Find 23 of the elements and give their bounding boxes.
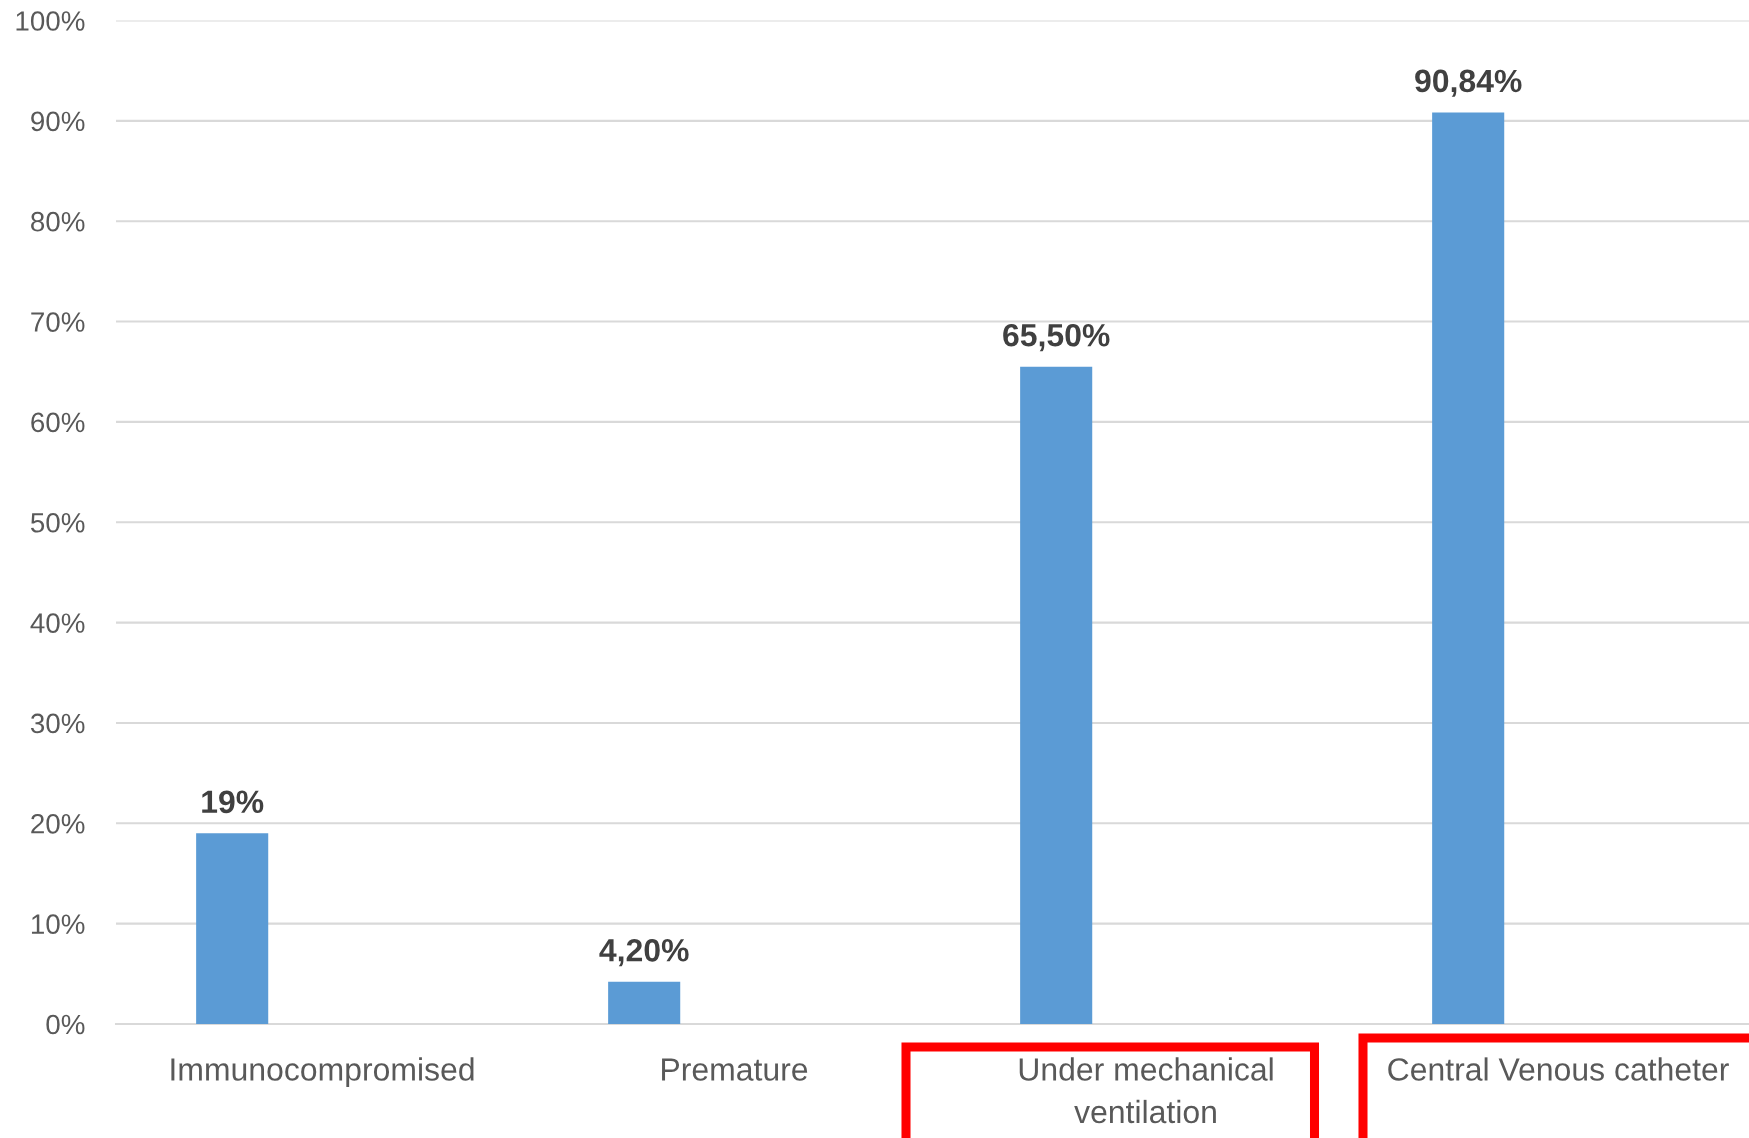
bar <box>608 981 681 1024</box>
y-tick-label: 0% <box>46 1014 85 1035</box>
data-label: 4,20% <box>599 939 689 967</box>
x-tick-label: Under mechanical ventilation <box>1019 1057 1273 1124</box>
x-tick-label: Central Venous catheter <box>1388 1057 1729 1081</box>
y-tick-label: 80% <box>31 211 85 232</box>
y-tick-label: 20% <box>31 813 85 834</box>
data-label: 19% <box>202 790 264 814</box>
data-label: 65,50% <box>1003 323 1110 352</box>
x-tick-label: Immunocompromised <box>171 1057 474 1088</box>
y-tick-label: 10% <box>31 914 85 934</box>
y-tick-label: 90% <box>31 111 85 132</box>
y-tick-label: 60% <box>31 412 85 433</box>
y-tick-label: 50% <box>30 512 85 533</box>
data-label: 90,84% <box>1415 69 1522 97</box>
y-tick-label: 40% <box>30 613 85 633</box>
bar <box>196 833 269 1024</box>
y-tick-label: 30% <box>30 713 85 734</box>
bar <box>1020 366 1093 1024</box>
x-tick-label: Premature <box>662 1058 808 1081</box>
bar <box>1432 112 1505 1024</box>
y-tick-label: 70% <box>31 312 85 332</box>
y-tick-label: 100% <box>16 11 85 31</box>
